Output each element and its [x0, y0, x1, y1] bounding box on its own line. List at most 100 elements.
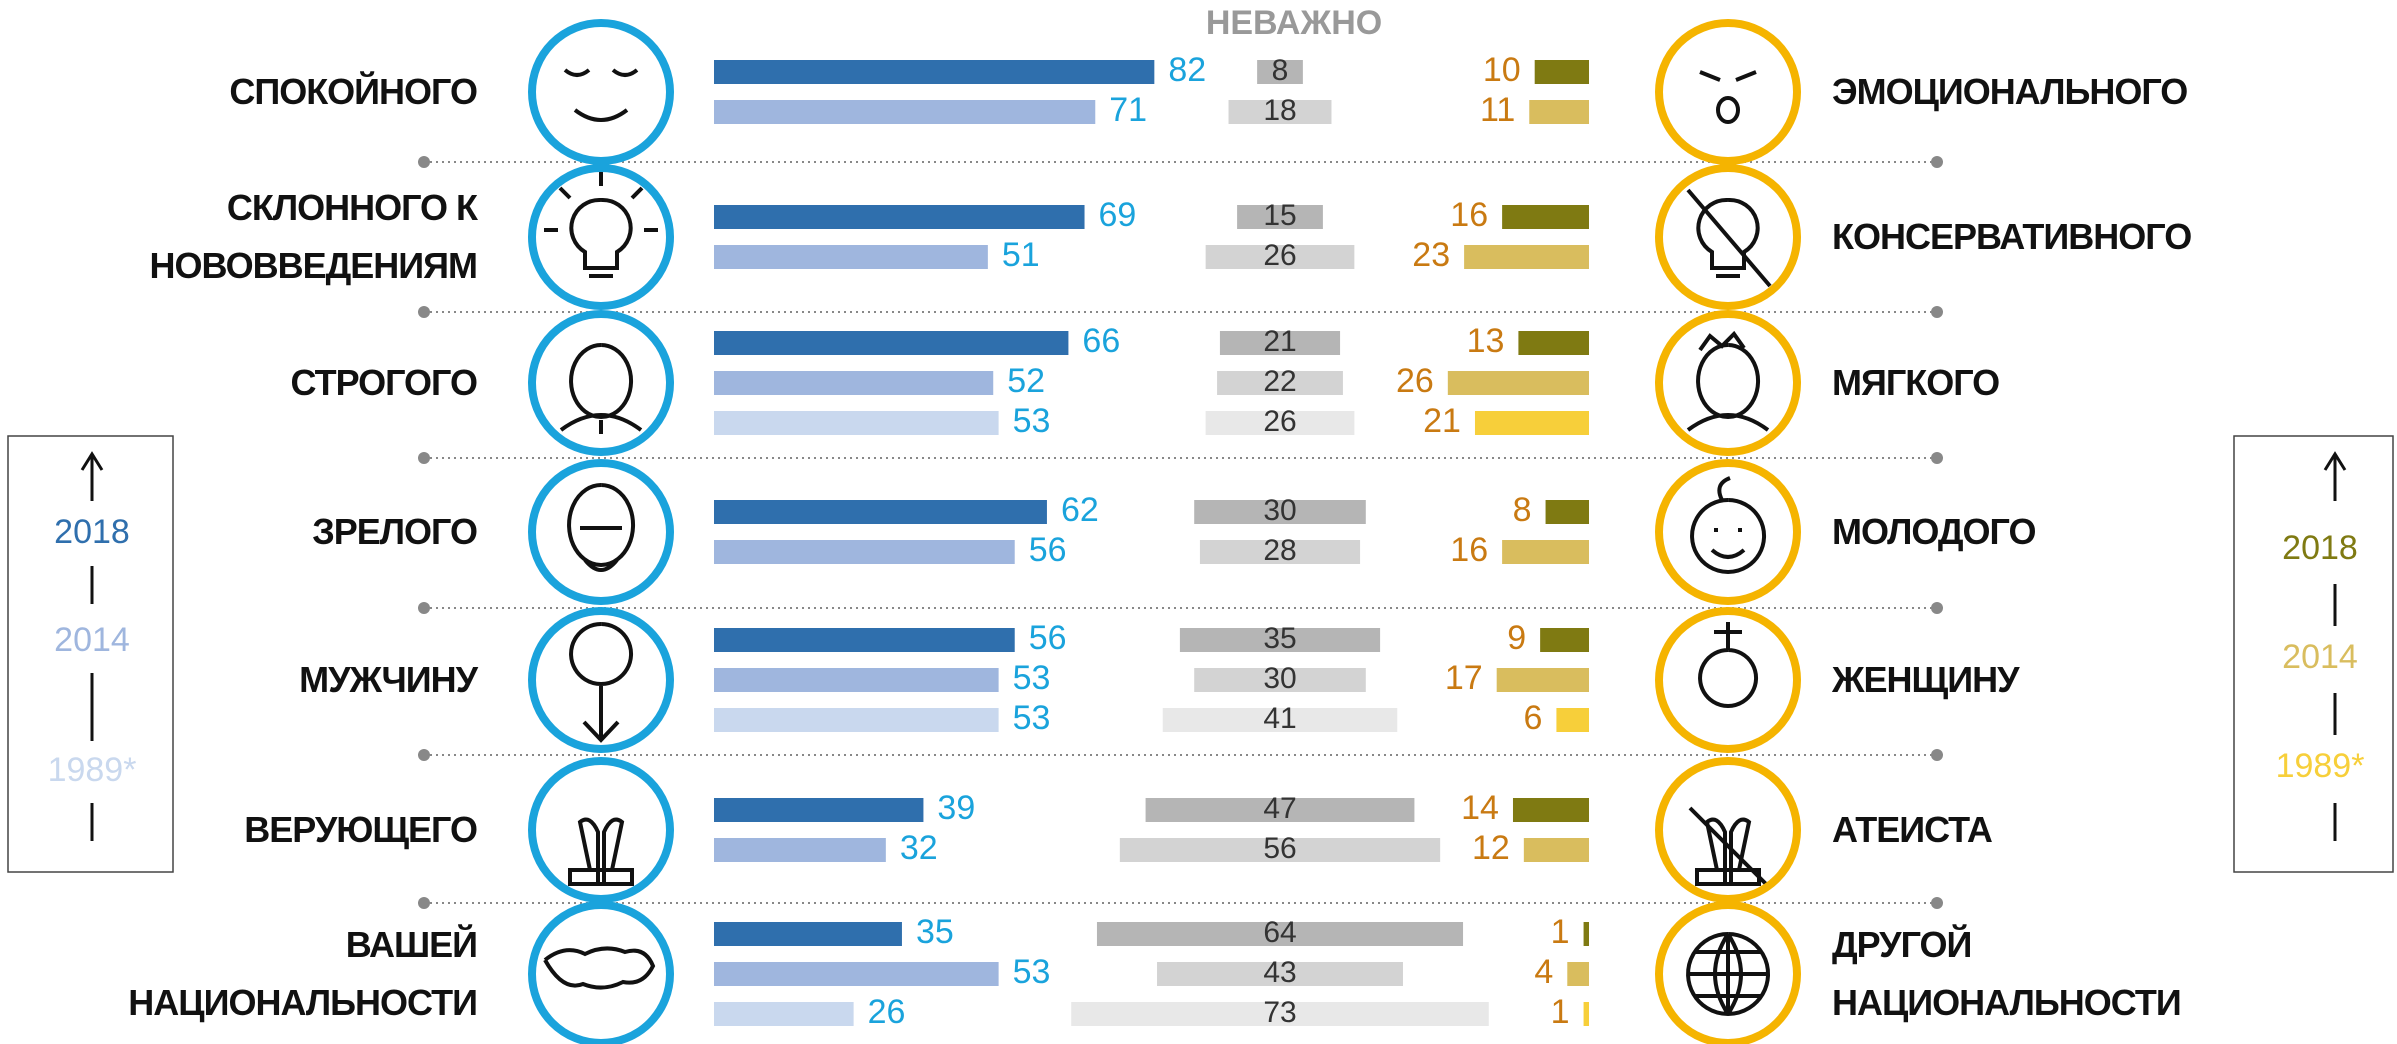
- right-bar: [1567, 962, 1589, 986]
- legend-entry: 1989*: [48, 751, 137, 789]
- right-bar: [1474, 411, 1589, 435]
- left-value: 53: [1013, 699, 1051, 737]
- right-value: 21: [1423, 402, 1461, 440]
- right-label: ДРУГОЙ НАЦИОНАЛЬНОСТИ: [1832, 924, 2182, 1023]
- left-bar: [714, 922, 902, 946]
- neutral-bar: [1096, 922, 1464, 946]
- neutral-value: 30: [1263, 494, 1296, 527]
- neutral-value: 56: [1263, 832, 1296, 865]
- left-value: 53: [1013, 953, 1051, 991]
- legend-entry: 2014: [2282, 638, 2358, 676]
- legend-entry: 2018: [2282, 529, 2358, 567]
- neutral-bar: [1145, 798, 1415, 822]
- left-bar: [714, 411, 999, 435]
- right-bar: [1518, 331, 1589, 355]
- neutral-bar: [1237, 205, 1323, 229]
- neutral-bar: [1199, 540, 1361, 564]
- right-bar: [1447, 371, 1589, 395]
- left-bar: [714, 798, 924, 822]
- neutral-value: 30: [1263, 662, 1296, 695]
- icon-ring: [528, 459, 674, 605]
- right-value: 16: [1450, 531, 1488, 569]
- right-value: 10: [1483, 51, 1521, 89]
- right-label: ЖЕНЩИНУ: [1832, 659, 2020, 700]
- neutral-bar: [1205, 245, 1355, 269]
- left-value: 52: [1007, 362, 1045, 400]
- left-bar: [714, 1002, 854, 1026]
- icon-ring: [528, 901, 674, 1044]
- icon-ring: [528, 757, 674, 903]
- neutral-value: 28: [1263, 534, 1296, 567]
- neutral-bar: [1162, 708, 1398, 732]
- left-bar: [714, 668, 999, 692]
- separator-dot: [418, 452, 430, 464]
- right-bar: [1583, 922, 1589, 946]
- left-value: 51: [1002, 236, 1040, 274]
- icon-ring: [1655, 757, 1801, 903]
- right-bar: [1529, 100, 1589, 124]
- separator-dot: [1931, 452, 1943, 464]
- left-value: 66: [1082, 322, 1120, 360]
- left-value: 53: [1013, 659, 1051, 697]
- right-value: 14: [1461, 789, 1499, 827]
- left-value: 26: [868, 993, 906, 1031]
- legend-entry: 2018: [54, 513, 130, 551]
- right-bar: [1545, 500, 1589, 524]
- right-bar: [1512, 798, 1589, 822]
- icon-ring: [528, 607, 674, 753]
- right-label: ЭМОЦИОНАЛЬНОГО: [1832, 71, 2188, 112]
- right-value: 12: [1472, 829, 1510, 867]
- neutral-title: НЕВАЖНО: [1206, 4, 1382, 42]
- right-value: 4: [1534, 953, 1553, 991]
- left-value: 56: [1029, 619, 1067, 657]
- left-label: СКЛОННОГО К НОВОВВЕДЕНИЯМ: [149, 187, 478, 286]
- left-label: СТРОГОГО: [290, 362, 478, 403]
- separator-dot: [1931, 156, 1943, 168]
- left-bar: [714, 500, 1047, 524]
- neutral-bar: [1257, 60, 1303, 84]
- icon-ring: [1655, 310, 1801, 456]
- icon-ring: [1655, 19, 1801, 165]
- neutral-value: 35: [1263, 622, 1296, 655]
- right-bar: [1540, 628, 1589, 652]
- right-value: 13: [1467, 322, 1505, 360]
- right-value: 6: [1523, 699, 1542, 737]
- neutral-bar: [1179, 628, 1381, 652]
- right-bar: [1464, 245, 1589, 269]
- separator-dot: [418, 897, 430, 909]
- icon-ring: [1655, 607, 1801, 753]
- right-value: 8: [1513, 491, 1532, 529]
- left-bar: [714, 205, 1085, 229]
- left-bar: [714, 962, 999, 986]
- right-bar: [1583, 1002, 1589, 1026]
- left-bar: [714, 838, 886, 862]
- separator-dot: [418, 602, 430, 614]
- right-value: 23: [1412, 236, 1450, 274]
- neutral-value: 8: [1272, 54, 1289, 87]
- right-value: 17: [1445, 659, 1483, 697]
- right-value: 16: [1450, 196, 1488, 234]
- icon-ring: [1655, 459, 1801, 605]
- neutral-bar: [1194, 500, 1366, 524]
- right-bar: [1502, 540, 1589, 564]
- icon-ring: [528, 19, 674, 165]
- right-bar: [1556, 708, 1589, 732]
- left-bar: [714, 371, 994, 395]
- right-bar: [1502, 205, 1589, 229]
- left-value: 35: [916, 913, 954, 951]
- left-label: СПОКОЙНОГО: [229, 71, 478, 112]
- right-bar: [1523, 838, 1589, 862]
- neutral-value: 64: [1263, 916, 1296, 949]
- legend-entry: 1989*: [2276, 747, 2365, 785]
- neutral-bar: [1205, 411, 1355, 435]
- neutral-bar: [1219, 331, 1341, 355]
- left-bar: [714, 245, 988, 269]
- right-value: 1: [1551, 913, 1570, 951]
- left-label: ЗРЕЛОГО: [312, 511, 478, 552]
- icon-ring: [528, 310, 674, 456]
- right-value: 11: [1480, 91, 1515, 129]
- neutral-bar: [1119, 838, 1441, 862]
- left-bar: [714, 708, 999, 732]
- left-value: 62: [1061, 491, 1099, 529]
